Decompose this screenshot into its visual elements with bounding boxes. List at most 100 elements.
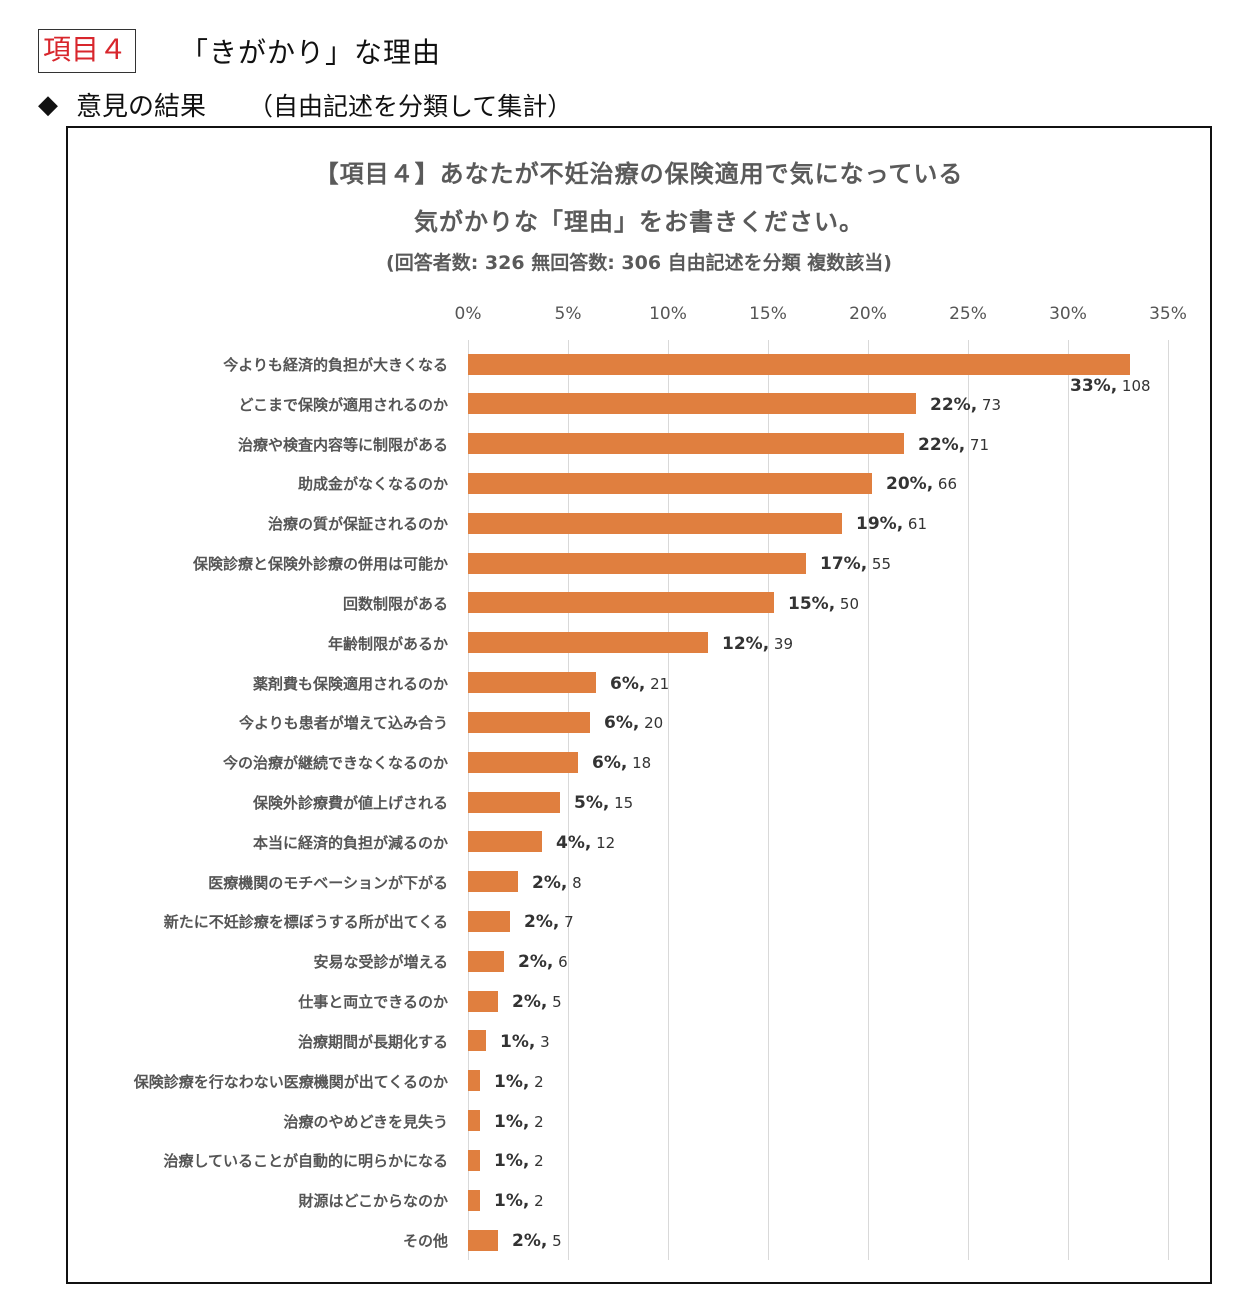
percent-label: 1%, bbox=[500, 1031, 536, 1052]
category-label: 助成金がなくなるのか bbox=[297, 475, 448, 494]
percent-label: 6%, bbox=[592, 753, 628, 774]
count-label: 8 bbox=[567, 873, 582, 892]
data-label: 1%, 2 bbox=[494, 1072, 544, 1092]
count-label: 66 bbox=[933, 475, 958, 494]
gridline bbox=[568, 340, 569, 1260]
category-label: 仕事と両立できるのか bbox=[298, 993, 448, 1012]
percent-label: 5%, bbox=[574, 793, 610, 814]
bar bbox=[468, 672, 596, 694]
count-label: 2 bbox=[529, 1072, 544, 1091]
x-tick-label: 35% bbox=[1149, 304, 1187, 324]
bar bbox=[468, 353, 1130, 375]
data-label: 6%, 18 bbox=[592, 753, 651, 773]
category-label: 保険外診療費が値上げされる bbox=[252, 794, 448, 813]
percent-label: 15%, bbox=[788, 593, 836, 614]
category-label: 薬剤費も保険適用されるのか bbox=[252, 674, 448, 693]
percent-label: 1%, bbox=[494, 1071, 530, 1092]
count-label: 55 bbox=[867, 555, 892, 574]
category-label: 治療の質が保証されるのか bbox=[267, 515, 448, 534]
count-label: 12 bbox=[591, 833, 616, 852]
chart-title-line1: 【項目４】あなたが不妊治療の保険適用で気になっている bbox=[314, 160, 964, 188]
percent-label: 33%, bbox=[1070, 376, 1118, 396]
x-tick-label: 20% bbox=[849, 304, 887, 324]
chart-subtitle: (回答者数: 326 無回答数: 306 自由記述を分類 複数該当) bbox=[386, 252, 892, 274]
category-label: 本当に経済的負担が減るのか bbox=[252, 833, 448, 852]
bar bbox=[468, 472, 872, 494]
data-label: 20%, 66 bbox=[886, 474, 957, 494]
item-title: 「きがかり」な理由 bbox=[180, 36, 442, 69]
x-tick-label: 0% bbox=[454, 304, 482, 324]
data-label: 15%, 50 bbox=[788, 594, 859, 614]
percent-label: 22%, bbox=[918, 434, 966, 455]
count-label: 71 bbox=[965, 435, 990, 454]
percent-label: 17%, bbox=[820, 554, 868, 575]
category-label: 治療のやめどきを見失う bbox=[283, 1112, 448, 1131]
data-label: 6%, 21 bbox=[610, 674, 669, 694]
category-label: 医療機関のモチベーションが下がる bbox=[208, 873, 448, 892]
data-label: 4%, 12 bbox=[556, 833, 615, 853]
percent-label: 22%, bbox=[930, 394, 978, 415]
count-label: 108 bbox=[1117, 377, 1151, 395]
category-label: 保険診療と保険外診療の併用は可能か bbox=[192, 555, 448, 574]
bar bbox=[468, 1070, 480, 1092]
percent-label: 1%, bbox=[494, 1111, 530, 1132]
percent-label: 12%, bbox=[722, 633, 770, 654]
bar bbox=[468, 871, 518, 893]
data-label: 22%, 71 bbox=[918, 435, 989, 455]
bar bbox=[468, 791, 560, 813]
bar bbox=[468, 950, 504, 972]
percent-label: 2%, bbox=[524, 912, 560, 933]
bar bbox=[468, 831, 542, 853]
x-tick-label: 30% bbox=[1049, 304, 1087, 324]
bar bbox=[468, 393, 916, 415]
category-label: その他 bbox=[402, 1232, 448, 1251]
count-label: 2 bbox=[529, 1152, 544, 1171]
gridline bbox=[1168, 340, 1169, 1260]
item-number-box: 項目４ bbox=[38, 29, 137, 73]
gridline bbox=[668, 340, 669, 1260]
data-label: 2%, 7 bbox=[524, 912, 574, 932]
category-label: 今よりも経済的負担が大きくなる bbox=[223, 356, 448, 374]
data-label: 33%, 108 bbox=[1070, 376, 1151, 396]
bar bbox=[468, 512, 842, 534]
count-label: 2 bbox=[529, 1192, 544, 1211]
bar bbox=[468, 1229, 498, 1251]
percent-label: 6%, bbox=[604, 713, 640, 734]
category-label: 安易な受診が増える bbox=[313, 953, 448, 972]
count-label: 61 bbox=[903, 515, 928, 534]
count-label: 2 bbox=[529, 1112, 544, 1131]
data-label: 19%, 61 bbox=[856, 514, 927, 534]
gridline bbox=[768, 340, 769, 1260]
category-label: 財源はどこからなのか bbox=[298, 1192, 448, 1211]
count-label: 5 bbox=[547, 993, 562, 1012]
category-label: 治療や検査内容等に制限がある bbox=[237, 435, 448, 454]
bar bbox=[468, 552, 806, 574]
data-label: 2%, 5 bbox=[512, 992, 562, 1012]
bar bbox=[468, 433, 904, 455]
category-label: 年齢制限があるか bbox=[327, 634, 448, 653]
percent-label: 4%, bbox=[556, 832, 592, 853]
category-label: 新たに不妊診療を標ぼうする所が出てくる bbox=[163, 913, 448, 932]
diamond-icon: ◆ bbox=[38, 89, 58, 120]
data-label: 2%, 5 bbox=[512, 1231, 562, 1251]
category-label: 今よりも患者が増えて込み合う bbox=[239, 714, 448, 733]
section-heading: ◆ 意見の結果 （自由記述を分類して集計） bbox=[38, 86, 572, 123]
count-label: 39 bbox=[769, 634, 794, 653]
count-label: 18 bbox=[627, 754, 652, 773]
data-label: 5%, 15 bbox=[574, 793, 633, 813]
bar bbox=[468, 751, 578, 773]
bar bbox=[468, 1149, 480, 1171]
x-tick-label: 5% bbox=[554, 304, 582, 324]
x-tick-label: 25% bbox=[949, 304, 987, 324]
data-label: 12%, 39 bbox=[722, 634, 793, 654]
chart-title-line2: 気がかりな「理由」をお書きください。 bbox=[414, 208, 864, 236]
bar bbox=[468, 711, 590, 733]
item-heading: 項目４ 「きがかり」な理由 bbox=[38, 28, 441, 74]
count-label: 3 bbox=[535, 1032, 550, 1051]
count-label: 5 bbox=[547, 1232, 562, 1251]
data-label: 2%, 6 bbox=[518, 952, 568, 972]
count-label: 73 bbox=[977, 395, 1002, 414]
count-label: 50 bbox=[835, 594, 860, 613]
x-tick-label: 10% bbox=[649, 304, 687, 324]
category-label: 回数制限がある bbox=[342, 594, 448, 613]
